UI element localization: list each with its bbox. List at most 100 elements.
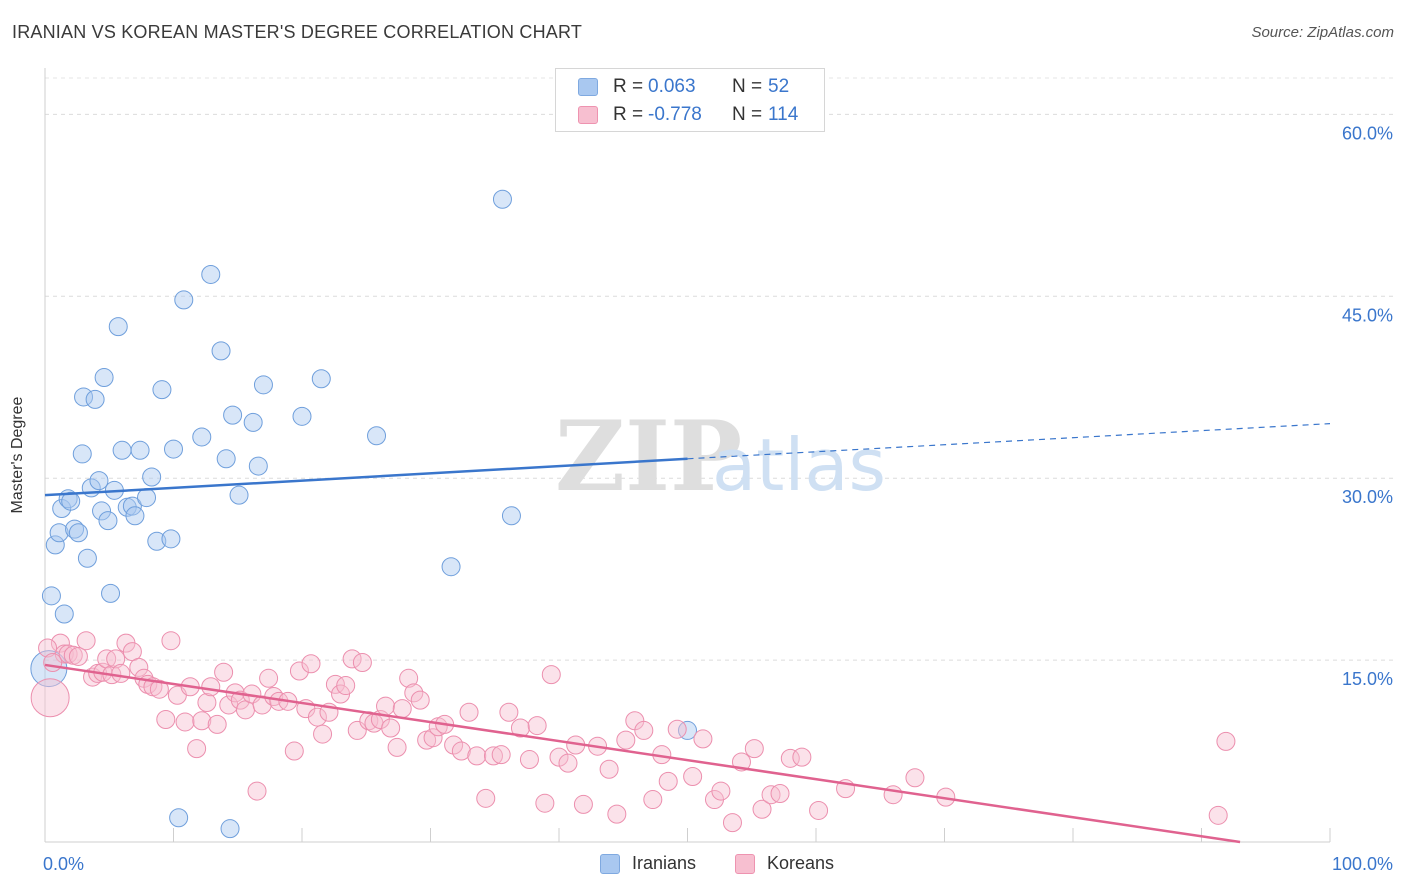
koreans-point	[491, 745, 511, 765]
iranians-point	[192, 427, 212, 447]
iranians-point	[292, 406, 312, 426]
tick-labels: 15.0% 30.0% 45.0% 60.0% 0.0% 100.0%	[43, 123, 1393, 874]
data-points	[30, 189, 1236, 839]
n-value: 114	[768, 104, 799, 125]
koreans-point	[607, 804, 627, 824]
r-value: -0.778	[648, 104, 702, 125]
iranians-point	[77, 548, 97, 568]
koreans-point	[711, 781, 731, 801]
iranians-point	[216, 449, 236, 469]
iranians-swatch	[578, 78, 598, 96]
iranians-point	[98, 511, 118, 531]
koreans-point	[376, 696, 396, 716]
iranians-point	[164, 439, 183, 459]
koreans-swatch	[578, 106, 598, 124]
koreans-point	[207, 714, 227, 734]
iranians-point	[211, 341, 231, 361]
iranians-point	[101, 583, 121, 603]
iranians-point	[174, 290, 194, 310]
koreans-point	[38, 638, 58, 658]
koreans-point	[30, 678, 70, 718]
y-tick-label: 15.0%	[1342, 669, 1393, 689]
y-tick-label: 30.0%	[1342, 487, 1393, 507]
iranians-point	[74, 387, 94, 407]
iranians-point	[169, 808, 189, 828]
n-label: N =	[732, 76, 763, 97]
watermark-zip: ZIP	[555, 400, 742, 513]
koreans-point	[197, 693, 217, 713]
y-tick-label: 60.0%	[1342, 123, 1393, 143]
koreans-point	[809, 800, 829, 820]
iranians-point	[45, 535, 65, 555]
koreans-point	[161, 631, 181, 651]
iranians-trend-line	[44, 457, 688, 497]
iranians-point	[441, 557, 461, 577]
iranians-point	[130, 440, 150, 460]
koreans-point	[76, 631, 96, 651]
koreans-point	[467, 746, 487, 766]
iranians-point	[223, 405, 243, 425]
trend-lines	[44, 423, 1331, 844]
koreans-point	[156, 710, 176, 730]
y-axis-label: Master's Degree	[9, 396, 26, 514]
iranians-point	[253, 375, 273, 395]
iranians-point	[678, 720, 697, 740]
koreans-point	[683, 767, 703, 787]
koreans-point	[301, 654, 321, 674]
legend-row-koreans: R = -0.778 N = 114	[556, 102, 824, 128]
koreans-point	[510, 718, 530, 738]
iranians-point	[311, 369, 331, 389]
koreans-point	[722, 813, 742, 833]
koreans-point	[399, 668, 419, 688]
iranians-point	[89, 471, 109, 491]
iranians-point	[65, 519, 85, 539]
koreans-point	[643, 790, 663, 810]
iranians-point	[152, 380, 172, 400]
iranians-point	[243, 412, 263, 432]
chart-title: IRANIAN VS KOREAN MASTER'S DEGREE CORREL…	[12, 22, 583, 42]
legend-label: Koreans	[767, 853, 835, 873]
axes	[44, 68, 1331, 843]
legend-row-iranians: R = 0.063 N = 52	[556, 74, 824, 100]
koreans-point	[476, 788, 496, 808]
gridlines	[45, 77, 1395, 661]
koreans-point	[336, 676, 356, 696]
koreans-point	[289, 661, 309, 681]
koreans-point	[451, 741, 471, 761]
koreans-point	[770, 783, 790, 803]
koreans-point	[50, 633, 70, 653]
koreans-point	[499, 702, 519, 722]
koreans-point	[175, 712, 195, 732]
iranians-point	[54, 604, 74, 624]
koreans-point	[905, 768, 925, 788]
koreans-point	[284, 741, 304, 761]
iranians-point	[248, 456, 268, 476]
koreans-point	[423, 728, 443, 748]
iranians-point	[220, 819, 240, 839]
iranians-point	[61, 491, 81, 511]
koreans-point	[573, 794, 593, 814]
iranians-point	[125, 506, 145, 526]
r-label: R =	[613, 104, 644, 125]
r-value: 0.063	[648, 76, 696, 97]
koreans-point	[693, 729, 713, 749]
koreans-point	[352, 653, 372, 673]
koreans-point	[527, 716, 547, 736]
iranians-point	[501, 506, 521, 526]
koreans-point	[444, 735, 464, 755]
x-tick-label: 100.0%	[1332, 854, 1393, 874]
iranians-point	[367, 426, 387, 446]
koreans-point	[616, 730, 636, 750]
koreans-point	[599, 759, 619, 779]
koreans-point	[387, 737, 407, 757]
x-tick-label: 0.0%	[43, 854, 84, 874]
koreans-point	[459, 702, 479, 722]
iranians-point	[201, 264, 221, 284]
koreans-point	[535, 793, 555, 813]
iranians-point	[68, 523, 88, 543]
koreans-point	[259, 668, 279, 688]
koreans-point	[201, 677, 221, 697]
iranians-point	[72, 444, 92, 464]
koreans-point	[634, 720, 654, 740]
